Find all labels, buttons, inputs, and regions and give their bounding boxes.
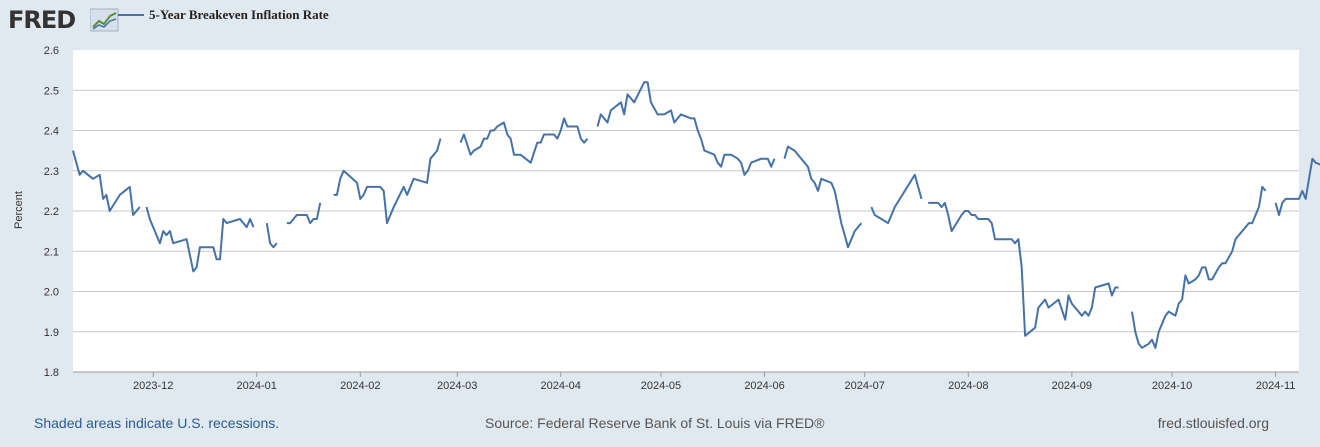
y-tick-label: 1.9 (44, 327, 59, 339)
chart: 1.8 1.9 2.0 2.1 2.2 2.3 2.4 2.5 2.6 2023-12 2024-… (13, 45, 1320, 392)
fred-chart-icon (90, 8, 119, 32)
x-tick-label: 2024-03 (437, 380, 477, 392)
y-tick-label: 2.1 (44, 246, 59, 258)
series-line-segment (333, 138, 442, 225)
y-tick-label: 2.3 (44, 166, 59, 178)
series-line-segment (459, 117, 589, 164)
series-line-segment (265, 222, 278, 249)
y-tick-label: 2.0 (44, 287, 59, 299)
series-line-segment (596, 81, 776, 176)
series-line-segment (145, 206, 255, 273)
x-tick-label: 2024-08 (948, 380, 988, 392)
x-tick-label: 2024-01 (237, 380, 277, 392)
series-line-segment (286, 202, 322, 225)
x-tick-label: 2024-06 (744, 380, 784, 392)
recessions-note: Shaded areas indicate U.S. recessions. (34, 415, 280, 431)
y-tick-label: 2.2 (44, 206, 59, 218)
y-axis-label: Percent (13, 191, 25, 229)
x-tick-label: 2024-04 (541, 380, 581, 392)
source-note: Source: Federal Reserve Bank of St. Loui… (485, 415, 825, 431)
y-tick-label: 1.8 (44, 367, 59, 379)
series-line-segment (72, 150, 141, 216)
y-tick-label: 2.5 (44, 85, 59, 97)
site-url[interactable]: fred.stlouisfed.org (1157, 415, 1269, 431)
legend-line-swatch (118, 14, 144, 16)
x-axis: 2023-12 2024-01 2024-02 2024-03 2024-04 2024-… (73, 371, 1299, 392)
series-line-segment (1274, 157, 1320, 216)
x-tick-label: 2024-02 (340, 380, 380, 392)
x-tick-label: 2024-10 (1152, 380, 1192, 392)
x-tick-label: 2023-12 (133, 380, 173, 392)
x-tick-label: 2024-07 (845, 380, 885, 392)
series-line-segment (870, 173, 923, 225)
y-axis: 1.8 1.9 2.0 2.1 2.2 2.3 2.4 2.5 2.6 (44, 45, 59, 379)
series-layer (72, 81, 1320, 349)
x-tick-label: 2024-09 (1052, 380, 1092, 392)
series-line-segment (783, 145, 863, 249)
legend-series-label: 5-Year Breakeven Inflation Rate (149, 7, 329, 22)
grid (73, 89, 1299, 333)
fred-logo[interactable]: FRED (8, 6, 76, 34)
series-line-segment (1131, 185, 1267, 349)
y-tick-label: 2.4 (44, 126, 59, 138)
series-line-segment (928, 201, 1119, 337)
x-tick-label: 2024-11 (1256, 380, 1296, 392)
chart-legend: 5-Year Breakeven Inflation Rate (118, 7, 329, 23)
x-tick-label: 2024-05 (641, 380, 681, 392)
y-tick-label: 2.6 (44, 45, 59, 57)
